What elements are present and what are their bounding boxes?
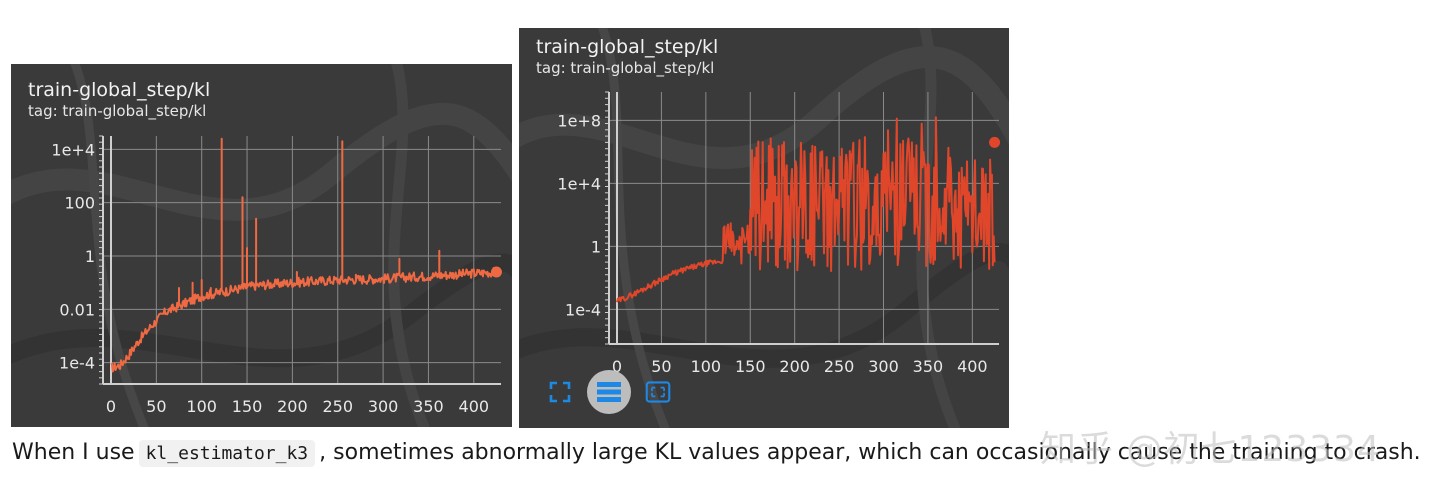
y-tick-label: 1e+8 <box>557 111 601 130</box>
chart-tag: tag: train-global_step/kl <box>536 59 715 77</box>
x-tick-label: 400 <box>957 357 988 376</box>
x-tick-label: 150 <box>735 357 766 376</box>
y-tick-label: 1e-4 <box>59 354 95 373</box>
caption-after: , sometimes abnormally large KL values a… <box>319 440 1421 465</box>
y-tick-label: 100 <box>64 194 95 213</box>
fit-domain-button[interactable] <box>645 379 671 405</box>
watermark-text: 知乎 @初七123334 <box>1040 429 1381 470</box>
x-tick-label: 350 <box>413 397 444 416</box>
y-tick-label: 1 <box>591 237 601 256</box>
fullscreen-icon <box>549 381 571 403</box>
y-tick-label: 1 <box>85 247 95 266</box>
x-tick-label: 150 <box>232 397 263 416</box>
x-tick-label: 400 <box>459 397 490 416</box>
log-scale-toggle-icon <box>597 382 621 402</box>
x-tick-label: 300 <box>868 357 899 376</box>
y-tick-label: 1e-4 <box>565 300 601 319</box>
x-tick-label: 50 <box>651 357 671 376</box>
series-line-kl <box>110 137 498 373</box>
caption-before: When I use <box>12 440 135 465</box>
y-tick-label: 1e+4 <box>51 140 95 159</box>
chart-title: train-global_step/kl <box>28 79 211 101</box>
fullscreen-button[interactable] <box>547 379 573 405</box>
caption-text: When I use kl_estimator_k3, sometimes abn… <box>12 440 1421 467</box>
series-end-point <box>490 266 502 278</box>
panel-background <box>519 28 1009 428</box>
plot-area-left[interactable]: 0 50 100 150 200 250 300 350 400 1e-4 0.01 1 100 1e+4 <box>11 64 512 427</box>
x-tick-label: 200 <box>277 397 308 416</box>
x-tick-label: 0 <box>612 357 622 376</box>
x-tick-label: 100 <box>186 397 217 416</box>
chart-tag: tag: train-global_step/kl <box>28 102 207 120</box>
x-tick-label: 200 <box>779 357 810 376</box>
chart-panel-left: train-global_step/kl tag: train-global_s… <box>11 64 512 427</box>
plot-area-right[interactable]: 0 50 100 150 200 250 300 350 400 1e-4 1 1e+4 1e+8 <box>519 28 1009 428</box>
x-tick-label: 0 <box>106 397 116 416</box>
fit-domain-icon <box>645 381 671 403</box>
series-line-kl <box>616 116 996 303</box>
x-tick-label: 350 <box>913 357 944 376</box>
chart-panel-right: train-global_step/kl tag: train-global_s… <box>519 28 1009 428</box>
x-tick-label: 100 <box>691 357 722 376</box>
x-tick-label: 300 <box>368 397 399 416</box>
y-tick-label: 0.01 <box>59 300 95 319</box>
x-tick-label: 250 <box>824 357 855 376</box>
chart-toolbar <box>547 370 671 414</box>
x-tick-label: 50 <box>146 397 166 416</box>
y-tick-label: 1e+4 <box>557 174 601 193</box>
chart-title: train-global_step/kl <box>536 36 719 58</box>
x-tick-label: 250 <box>322 397 353 416</box>
log-scale-toggle-button[interactable] <box>587 370 631 414</box>
series-end-point <box>989 136 1001 148</box>
inline-code: kl_estimator_k3 <box>138 440 316 467</box>
